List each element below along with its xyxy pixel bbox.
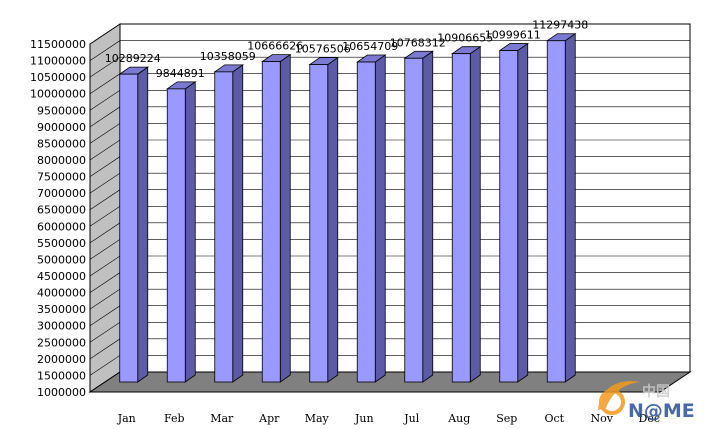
x-tick-label: Oct xyxy=(544,412,564,425)
bar xyxy=(499,50,519,383)
y-tick-label: 2000000 xyxy=(37,353,86,366)
bar-side xyxy=(517,42,529,383)
y-tick-label: 1500000 xyxy=(37,369,86,382)
bar xyxy=(404,57,424,383)
x-tick-label: Aug xyxy=(447,412,470,425)
data-label: 10999611 xyxy=(485,29,541,42)
watermark-logo: 中国 N@ME xyxy=(598,381,695,422)
data-label: 11297438 xyxy=(532,19,588,32)
x-tick-label: Jan xyxy=(117,412,136,425)
y-tick-label: 2500000 xyxy=(37,336,86,349)
x-tick-label: Mar xyxy=(210,412,234,425)
y-tick-label: 10500000 xyxy=(30,71,86,84)
x-axis-tick-labels: Jan Feb Mar Apr May Jun Jul Aug Sep Oct Nov Dec xyxy=(117,412,660,425)
bar xyxy=(119,73,139,383)
y-tick-label: 10000000 xyxy=(30,88,86,101)
data-label: 10768312 xyxy=(390,36,446,49)
bar xyxy=(309,64,329,383)
y-tick-label: 6500000 xyxy=(37,204,86,217)
data-labels: 1028922498448911035805910666626105765061… xyxy=(105,19,589,80)
watermark-text: N@ME xyxy=(628,400,695,422)
y-tick-label: 5500000 xyxy=(37,237,86,250)
y-tick-label: 9500000 xyxy=(37,104,86,117)
y-tick-label: 8000000 xyxy=(37,154,86,167)
bars xyxy=(118,32,577,383)
watermark-circle xyxy=(599,389,625,415)
x-tick-label: Nov xyxy=(591,412,614,425)
bar-side xyxy=(564,32,576,383)
x-tick-label: Apr xyxy=(258,412,280,425)
left-wall xyxy=(89,23,121,393)
y-tick-label: 11000000 xyxy=(30,55,86,68)
data-label: 10906655 xyxy=(437,32,493,45)
y-tick-label: 1000000 xyxy=(37,386,86,399)
bar-side xyxy=(327,56,339,383)
y-tick-label: 5000000 xyxy=(37,253,86,266)
y-tick-label: 4500000 xyxy=(37,270,86,283)
bar-side xyxy=(279,53,291,383)
x-tick-label: Jul xyxy=(403,412,419,425)
bar xyxy=(451,53,471,383)
y-tick-label: 6000000 xyxy=(37,220,86,233)
y-tick-label: 7500000 xyxy=(37,171,86,184)
data-label: 10576506 xyxy=(295,43,351,56)
gridline xyxy=(89,23,690,45)
bar xyxy=(261,61,281,383)
y-tick-label: 4000000 xyxy=(37,287,86,300)
bar-side xyxy=(374,54,386,383)
data-label: 10289224 xyxy=(105,52,161,65)
x-tick-label: Dec xyxy=(639,412,661,425)
bar xyxy=(166,88,186,383)
y-tick-label: 9000000 xyxy=(37,121,86,134)
y-tick-label: 11500000 xyxy=(30,38,86,51)
y-tick-label: 8500000 xyxy=(37,137,86,150)
y-axis-tick-labels: 1000000 1500000 2000000 2500000 3000000 35000… xyxy=(30,38,86,399)
bar-side xyxy=(184,81,196,383)
bar xyxy=(546,40,566,383)
y-tick-label: 3500000 xyxy=(37,303,86,316)
bar xyxy=(356,61,376,383)
data-label: 10654709 xyxy=(342,40,398,53)
bar-side xyxy=(422,50,434,383)
bar-side xyxy=(232,64,244,383)
x-tick-label: Sep xyxy=(496,412,517,425)
bar-side xyxy=(137,66,149,383)
bar xyxy=(214,71,234,383)
data-label: 10358059 xyxy=(200,50,256,63)
x-tick-label: Feb xyxy=(164,412,185,425)
y-tick-label: 3000000 xyxy=(37,320,86,333)
x-tick-label: Jun xyxy=(354,412,374,425)
data-label: 10666626 xyxy=(247,40,303,53)
bar-side xyxy=(469,45,481,383)
x-tick-label: May xyxy=(305,412,330,425)
y-tick-label: 7000000 xyxy=(37,187,86,200)
gridline xyxy=(89,40,690,61)
data-label: 9844891 xyxy=(156,67,205,80)
watermark-cn-text: 中国 xyxy=(642,383,670,400)
